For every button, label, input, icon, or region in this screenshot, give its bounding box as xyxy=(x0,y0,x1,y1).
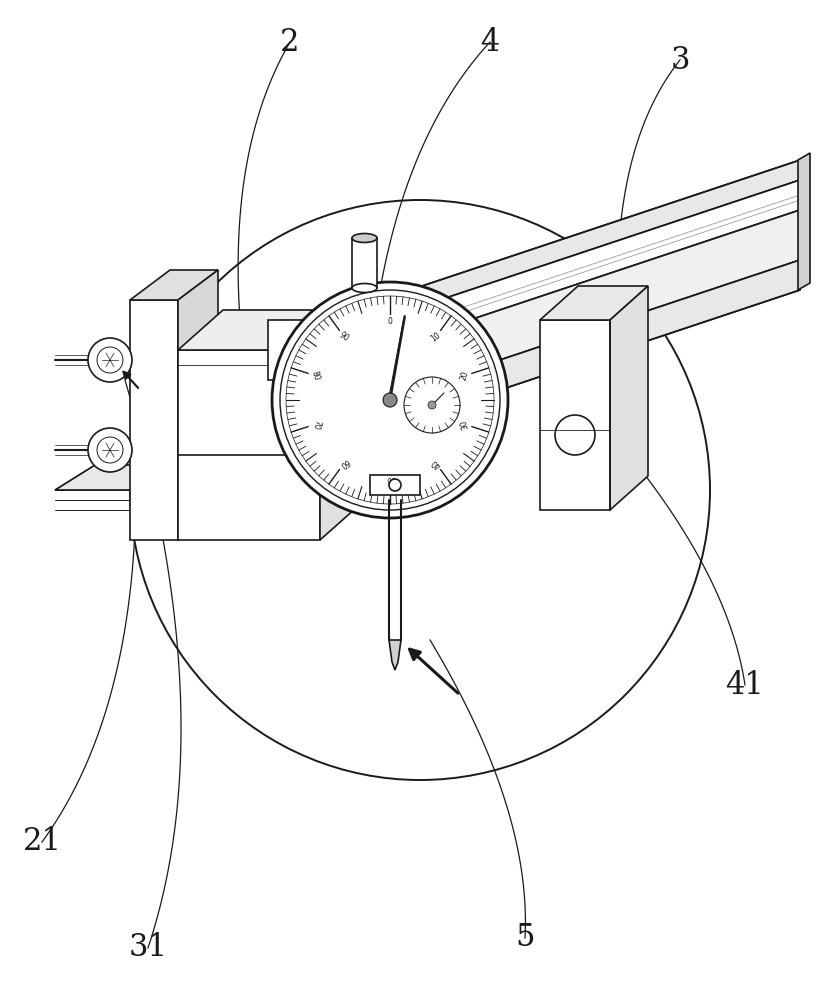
Circle shape xyxy=(428,401,436,409)
Text: 10: 10 xyxy=(428,330,442,343)
Text: 5: 5 xyxy=(514,922,534,953)
Polygon shape xyxy=(319,310,365,540)
Text: 70: 70 xyxy=(309,418,321,430)
Circle shape xyxy=(383,393,396,407)
Circle shape xyxy=(97,437,123,463)
Ellipse shape xyxy=(351,284,376,292)
Circle shape xyxy=(88,338,131,382)
Polygon shape xyxy=(130,270,218,300)
Circle shape xyxy=(389,479,400,491)
Polygon shape xyxy=(389,640,400,670)
Text: 3: 3 xyxy=(669,45,689,76)
Polygon shape xyxy=(178,310,365,350)
Text: 60: 60 xyxy=(337,457,351,470)
Ellipse shape xyxy=(351,233,376,242)
Polygon shape xyxy=(351,238,376,288)
Circle shape xyxy=(285,296,494,504)
Circle shape xyxy=(554,415,595,455)
Polygon shape xyxy=(380,180,799,350)
Polygon shape xyxy=(178,350,319,540)
Polygon shape xyxy=(380,210,799,400)
Text: 80: 80 xyxy=(309,370,321,382)
Circle shape xyxy=(280,290,500,510)
Circle shape xyxy=(88,428,131,472)
Polygon shape xyxy=(55,465,218,490)
Text: 50: 50 xyxy=(385,474,394,483)
Polygon shape xyxy=(380,260,799,430)
Polygon shape xyxy=(130,300,178,540)
Polygon shape xyxy=(268,320,319,380)
Text: 20: 20 xyxy=(458,370,470,382)
Polygon shape xyxy=(609,286,648,510)
Text: 0: 0 xyxy=(387,318,392,326)
Text: 41: 41 xyxy=(724,670,763,700)
Circle shape xyxy=(97,347,123,373)
Polygon shape xyxy=(797,153,809,290)
Polygon shape xyxy=(380,160,799,320)
Polygon shape xyxy=(178,270,218,540)
Polygon shape xyxy=(539,286,648,320)
Circle shape xyxy=(272,282,508,518)
Text: 4: 4 xyxy=(480,27,499,58)
Text: 21: 21 xyxy=(22,826,61,857)
Circle shape xyxy=(284,340,304,360)
Text: 30: 30 xyxy=(458,418,470,430)
Polygon shape xyxy=(370,475,419,495)
Text: 90: 90 xyxy=(337,330,351,343)
Circle shape xyxy=(404,377,460,433)
Polygon shape xyxy=(539,320,609,510)
Text: 31: 31 xyxy=(128,932,167,963)
Text: 2: 2 xyxy=(280,27,299,58)
Text: 40: 40 xyxy=(428,457,442,470)
